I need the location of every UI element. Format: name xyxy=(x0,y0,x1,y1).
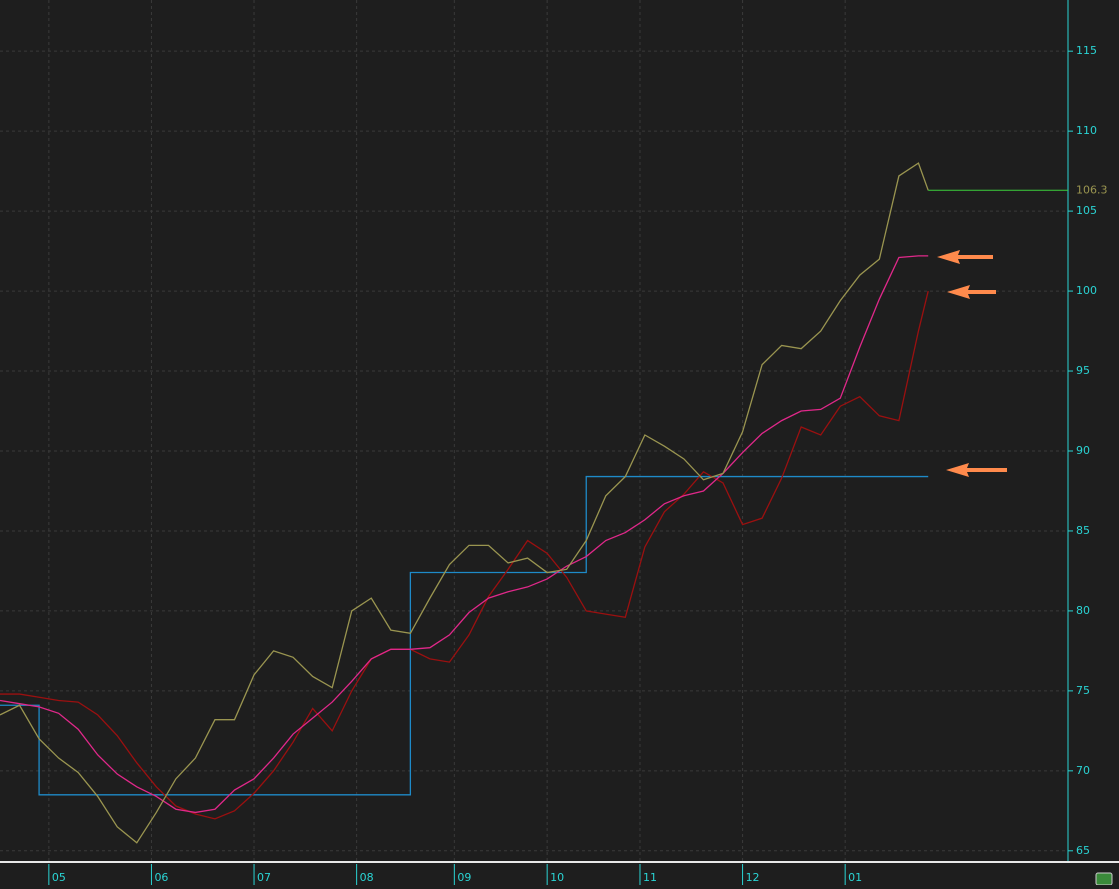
y-tick-label: 75 xyxy=(1076,684,1090,697)
x-tick-label: 06 xyxy=(154,871,168,884)
last-value-label: 106.3 xyxy=(1076,183,1108,196)
y-tick-label: 100 xyxy=(1076,284,1097,297)
y-tick-label: 105 xyxy=(1076,204,1097,217)
series-line xyxy=(0,475,929,796)
x-tick-label: 08 xyxy=(360,871,374,884)
series-line xyxy=(0,255,929,814)
y-tick-label: 95 xyxy=(1076,364,1090,377)
series-line xyxy=(0,290,929,820)
x-tick-label: 10 xyxy=(550,871,564,884)
y-tick-label: 70 xyxy=(1076,764,1090,777)
y-tick-label: 90 xyxy=(1076,444,1090,457)
arrow xyxy=(947,285,996,299)
y-tick-label: 115 xyxy=(1076,44,1097,57)
refresh-icon[interactable] xyxy=(1095,872,1113,886)
annotations xyxy=(937,250,1007,477)
plot xyxy=(0,162,929,844)
x-tick-label: 09 xyxy=(457,871,471,884)
arrow xyxy=(946,463,1007,477)
y-tick-label: 80 xyxy=(1076,604,1090,617)
arrow xyxy=(937,250,993,264)
y-tick-label: 110 xyxy=(1076,124,1097,137)
series-line xyxy=(0,162,929,844)
x-tick-label: 05 xyxy=(52,871,66,884)
x-tick-label: 11 xyxy=(643,871,657,884)
x-tick-label: 07 xyxy=(257,871,271,884)
y-tick-label: 65 xyxy=(1076,844,1090,857)
x-tick-label: 01 xyxy=(848,871,862,884)
x-tick-label: 12 xyxy=(746,871,760,884)
y-tick-label: 85 xyxy=(1076,524,1090,537)
grid xyxy=(0,0,1068,862)
